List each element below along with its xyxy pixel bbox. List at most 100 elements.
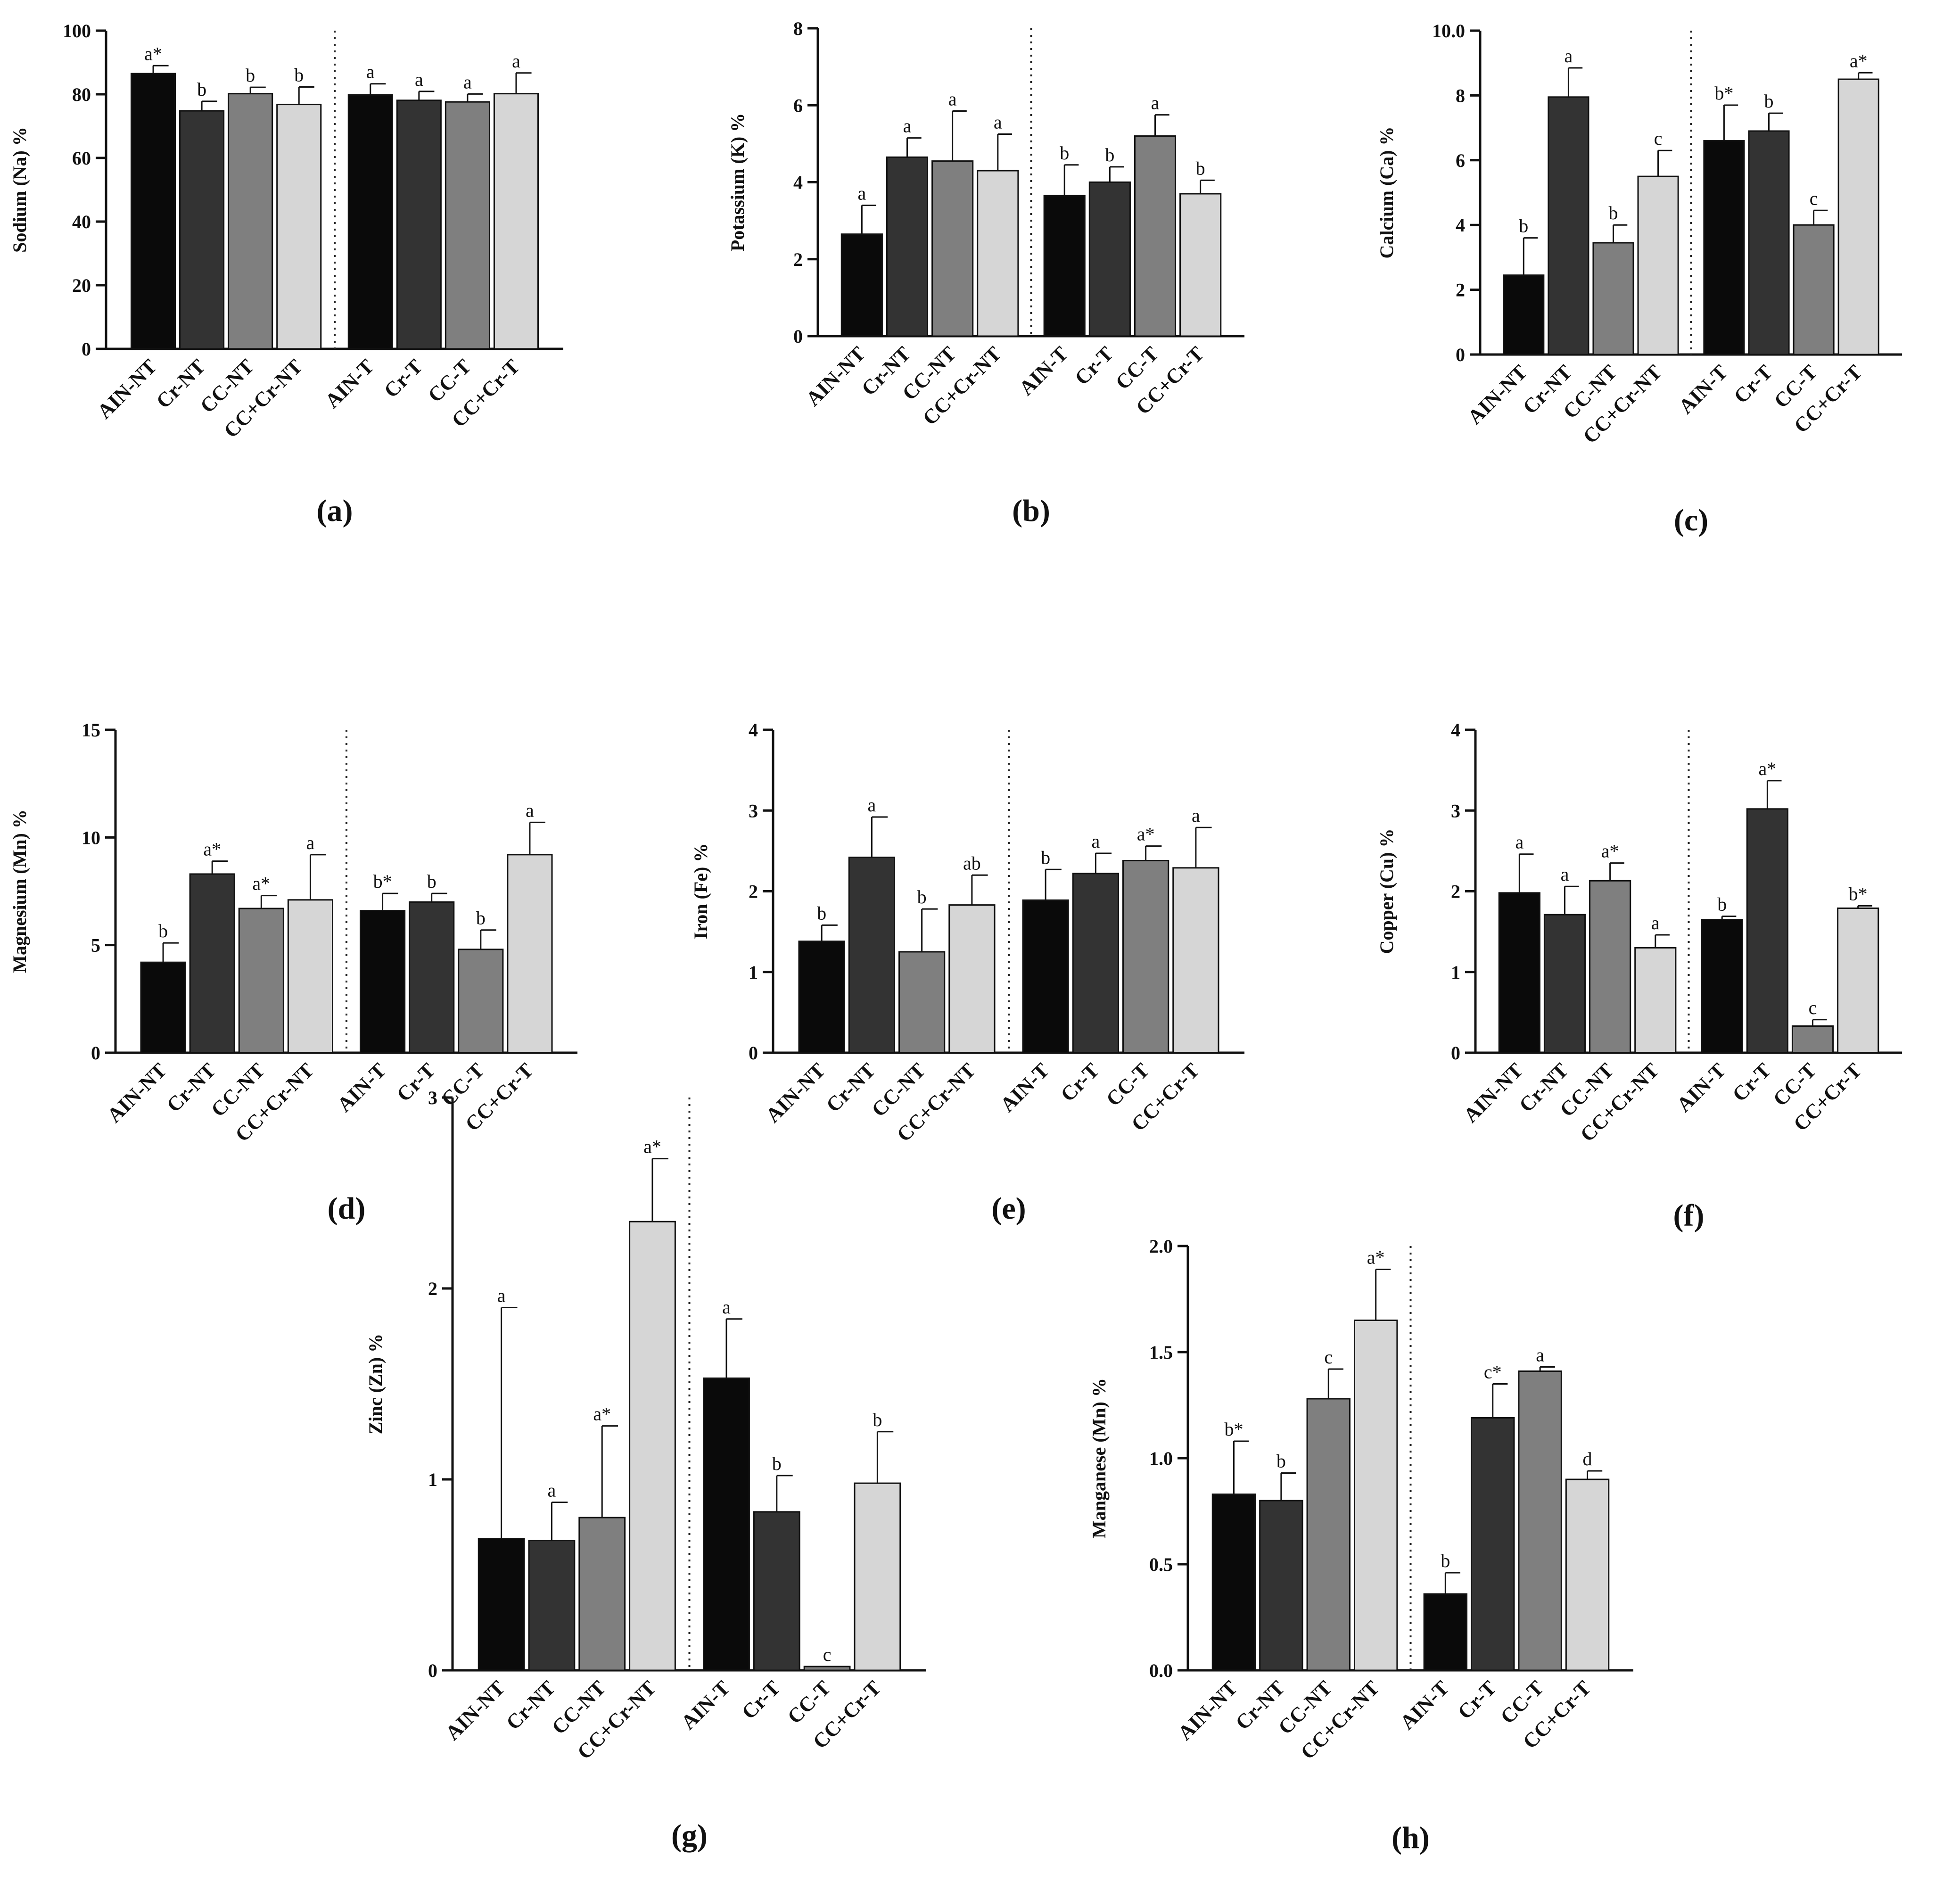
significance-label: b [1764, 91, 1774, 112]
significance-label: a* [1758, 758, 1776, 779]
category-label: AIN-T [996, 1058, 1054, 1116]
panel-label: (b) [1012, 494, 1050, 528]
bar-cc-nt [228, 93, 273, 350]
significance-label: b [1441, 1550, 1450, 1571]
category-label: AIN-NT [93, 355, 161, 423]
bar-ain-t [1043, 195, 1086, 337]
significance-label: a* [144, 43, 162, 64]
significance-label: a* [593, 1403, 611, 1425]
y-tick-label: 8 [1456, 85, 1465, 106]
significance-label: a [1515, 832, 1524, 853]
bar-ain-nt [798, 941, 845, 1054]
significance-label: a [1651, 912, 1660, 933]
significance-label: a [1536, 1345, 1544, 1366]
significance-label: a [857, 182, 866, 204]
bar-cr-nt [1543, 914, 1586, 1054]
significance-label: b [197, 79, 206, 100]
y-tick-label: 0 [91, 1042, 100, 1064]
y-tick-label: 0 [1456, 344, 1465, 365]
bar-ccpluscr-t [1179, 193, 1222, 337]
y-tick-label: 1 [428, 1469, 437, 1490]
category-label: AIN-NT [103, 1058, 171, 1127]
category-label: Cr-T [737, 1676, 785, 1724]
bar-ccpluscr-t [1172, 867, 1219, 1054]
y-axis-title: Copper (Cu) % [1376, 829, 1397, 954]
y-tick-label: 0.5 [1149, 1554, 1173, 1575]
bar-ain-t [347, 94, 393, 350]
significance-label: a [366, 61, 375, 83]
bar-cc-nt [898, 951, 946, 1054]
significance-label: c [1654, 128, 1663, 149]
bar-ain-t [360, 910, 406, 1054]
y-tick-label: 60 [72, 148, 91, 169]
bar-cc-nt [1589, 880, 1631, 1054]
bar-ain-nt [1211, 1494, 1256, 1671]
panel-label: (c) [1674, 503, 1708, 537]
significance-label: a [526, 800, 534, 821]
y-axis-title: Manganese (Mn) % [1088, 1378, 1110, 1538]
bar-cr-nt [1548, 96, 1589, 355]
category-label: AIN-NT [1173, 1676, 1242, 1744]
bar-cr-nt [848, 857, 895, 1054]
category-label: AIN-T [333, 1058, 391, 1116]
bar-ain-t [1703, 140, 1745, 355]
significance-label: a [463, 71, 472, 92]
bar-cr-t [1746, 808, 1788, 1054]
y-tick-label: 4 [749, 719, 758, 741]
significance-label: b [1196, 157, 1205, 179]
category-label: AIN-T [1396, 1676, 1454, 1734]
panel-label: (f) [1673, 1198, 1705, 1233]
y-tick-label: 1.5 [1149, 1342, 1173, 1363]
significance-label: b [817, 902, 826, 924]
significance-label: a [903, 116, 912, 137]
category-label: AIN-NT [1459, 1058, 1527, 1127]
significance-label: a [306, 832, 315, 853]
significance-label: b [427, 871, 436, 892]
significance-label: b* [1849, 883, 1868, 904]
bar-ccpluscr-nt [276, 104, 322, 350]
bar-ccpluscr-nt [948, 904, 996, 1054]
y-tick-label: 0 [749, 1042, 758, 1064]
significance-label: a* [1137, 824, 1155, 845]
bar-ccpluscr-t [854, 1482, 901, 1671]
bar-cc-nt [578, 1517, 626, 1671]
y-tick-label: 0 [1451, 1042, 1460, 1064]
y-axis-title: Potassium (K) % [727, 113, 748, 251]
panel-h-chart: 0.0 0.5 1.0 1.5 2.0 Manganese (Mn) % b* AIN-NT b… [1088, 1236, 1633, 1855]
significance-label: d [1583, 1448, 1592, 1469]
y-tick-label: 4 [1456, 215, 1465, 236]
y-tick-label: 0 [82, 338, 91, 360]
bar-ain-t [1701, 918, 1743, 1054]
panel-label: (h) [1392, 1821, 1430, 1855]
category-label: Cr-T [379, 355, 427, 402]
bar-ccpluscr-nt [1634, 947, 1677, 1054]
bar-cc-t [1791, 1025, 1834, 1054]
significance-label: a* [252, 873, 270, 894]
bar-cc-t [1518, 1370, 1562, 1671]
bar-ain-nt [1503, 274, 1545, 355]
bar-ccpluscr-t [507, 854, 553, 1054]
y-tick-label: 10 [82, 827, 100, 848]
y-tick-label: 2 [428, 1278, 437, 1299]
significance-label: b [158, 920, 168, 941]
category-label: AIN-NT [761, 1058, 830, 1127]
y-tick-label: 6 [1456, 150, 1465, 171]
panel-label: (e) [991, 1191, 1026, 1226]
significance-label: b [294, 64, 304, 85]
bar-cc-t [1134, 135, 1177, 337]
significance-label: b [476, 908, 486, 929]
significance-label: b [1060, 142, 1069, 164]
significance-label: a [867, 794, 876, 816]
bar-ccpluscr-t [1837, 907, 1879, 1054]
significance-label: ab [963, 852, 981, 874]
bar-cc-t [803, 1666, 851, 1671]
category-label: AIN-NT [441, 1676, 509, 1744]
bar-ain-t [1423, 1593, 1468, 1671]
bar-cr-nt [1259, 1500, 1303, 1671]
significance-label: a* [1367, 1247, 1385, 1268]
significance-label: a [1565, 45, 1573, 66]
bar-ccpluscr-t [1837, 78, 1879, 355]
